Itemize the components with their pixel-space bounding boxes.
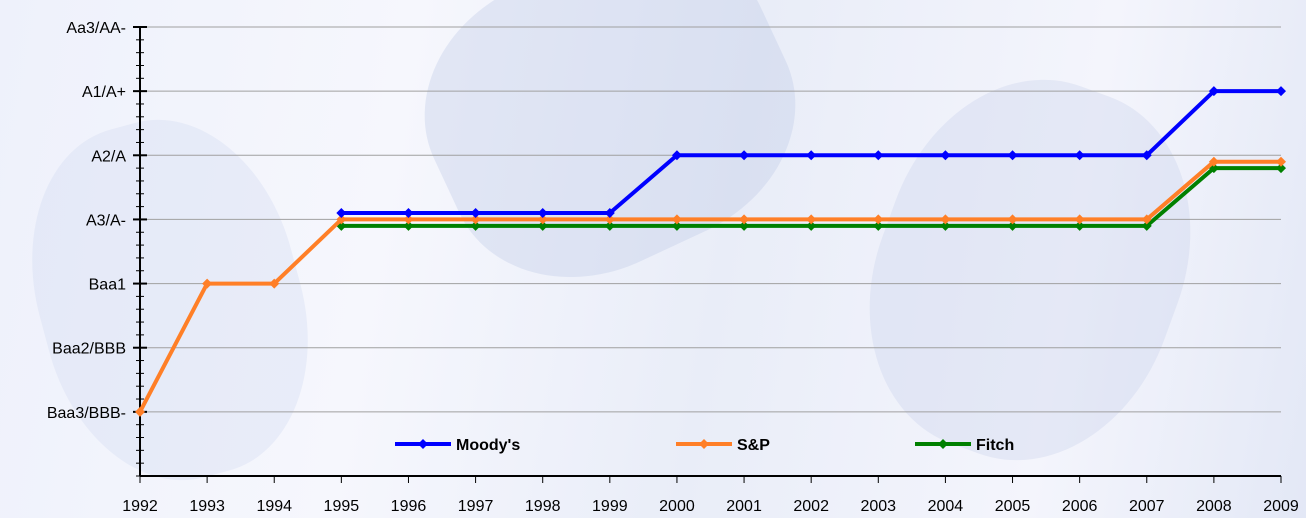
data-point-moodys — [873, 150, 884, 161]
data-point-fitch — [537, 220, 548, 231]
x-tick-label: 1999 — [592, 498, 628, 515]
data-point-moodys — [336, 208, 347, 219]
data-point-fitch — [1276, 163, 1286, 174]
x-tick-label: 2001 — [726, 498, 762, 515]
x-tick-label: 2008 — [1196, 498, 1232, 515]
y-tick-label: Baa1 — [89, 277, 126, 294]
x-tick-label: 1992 — [122, 498, 158, 515]
x-tick-label: 1994 — [256, 498, 292, 515]
data-point-sp — [806, 214, 817, 225]
data-point-sp — [202, 278, 213, 289]
data-point-sp — [671, 214, 682, 225]
x-tick-label: 2003 — [860, 498, 896, 515]
data-point-sp — [739, 214, 750, 225]
data-point-sp — [873, 214, 884, 225]
data-point-sp — [470, 214, 481, 225]
data-point-moodys — [671, 150, 682, 161]
legend-marker-sp — [699, 439, 709, 449]
data-point-moodys — [470, 208, 481, 219]
data-point-sp — [537, 214, 548, 225]
data-point-moodys — [1074, 150, 1085, 161]
data-point-fitch — [806, 220, 817, 231]
x-tick-label: 2007 — [1129, 498, 1165, 515]
data-point-moodys — [604, 208, 615, 219]
legend: Moody's S&P Fitch — [395, 437, 1014, 454]
y-tick-label: A1/A+ — [82, 84, 126, 101]
data-point-fitch — [739, 220, 750, 231]
x-tick-label: 2009 — [1263, 498, 1299, 515]
data-point-fitch — [1074, 220, 1085, 231]
legend-label-fitch: Fitch — [976, 437, 1014, 454]
data-point-moodys — [806, 150, 817, 161]
x-tick-label: 1998 — [525, 498, 561, 515]
x-tick-label: 2000 — [659, 498, 695, 515]
x-tick-label: 1997 — [458, 498, 494, 515]
y-tick-label: Baa3/BBB- — [47, 405, 126, 422]
data-point-moodys — [940, 150, 951, 161]
data-point-moodys — [1141, 150, 1152, 161]
data-point-sp — [1208, 156, 1219, 167]
data-point-fitch — [671, 220, 682, 231]
data-point-sp — [604, 214, 615, 225]
legend-label-moodys: Moody's — [456, 437, 520, 454]
y-tick-label: Aa3/AA- — [66, 20, 126, 37]
data-point-fitch — [470, 220, 481, 231]
y-tick-label: Baa2/BBB — [52, 341, 126, 358]
legend-marker-moodys — [418, 439, 428, 449]
data-point-fitch — [1007, 220, 1018, 231]
data-point-moodys — [1276, 86, 1286, 97]
x-tick-label: 2002 — [793, 498, 829, 515]
data-point-fitch — [604, 220, 615, 231]
data-point-moodys — [739, 150, 750, 161]
data-point-sp — [1074, 214, 1085, 225]
series-lines — [135, 86, 1286, 417]
axes: Baa3/BBB- Baa2/BBB Baa1 A3/A- A2/A A1/A+ Aa3/A… — [47, 20, 1299, 515]
data-point-sp — [135, 406, 145, 417]
data-point-fitch — [403, 220, 414, 231]
data-point-moodys — [403, 208, 414, 219]
data-point-moodys — [1007, 150, 1018, 161]
legend-marker-fitch — [938, 439, 948, 449]
y-tick-label: A3/A- — [86, 212, 126, 229]
data-point-sp — [336, 214, 347, 225]
data-point-sp — [1007, 214, 1018, 225]
data-point-sp — [1276, 156, 1286, 167]
series-line-sp — [138, 159, 1281, 413]
data-point-fitch — [873, 220, 884, 231]
data-point-sp — [403, 214, 414, 225]
x-tick-label: 1993 — [189, 498, 225, 515]
y-tick-label: A2/A — [91, 148, 126, 165]
data-point-moodys — [537, 208, 548, 219]
data-point-sp — [940, 214, 951, 225]
data-point-sp — [1141, 214, 1152, 225]
x-tick-label: 1995 — [324, 498, 360, 515]
data-point-fitch — [1141, 220, 1152, 231]
x-tick-label: 2006 — [1062, 498, 1098, 515]
x-tick-label: 1996 — [391, 498, 427, 515]
data-point-moodys — [1208, 86, 1219, 97]
x-tick-label: 2005 — [995, 498, 1031, 515]
x-tick-label: 2004 — [928, 498, 964, 515]
data-point-sp — [269, 278, 280, 289]
legend-label-sp: S&P — [737, 437, 770, 454]
data-point-fitch — [940, 220, 951, 231]
